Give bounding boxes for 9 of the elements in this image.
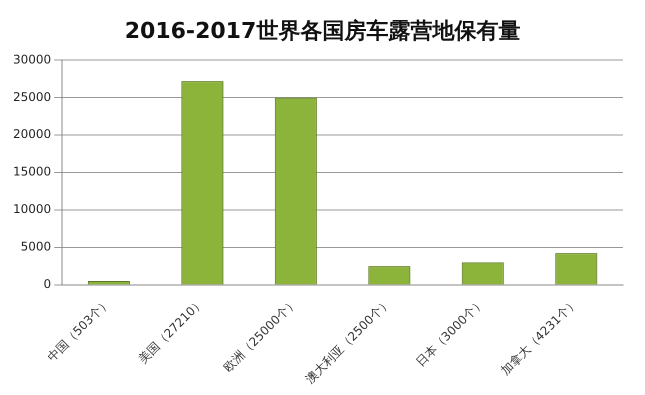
y-tick-label: 25000	[12, 90, 52, 104]
x-tick-label: 中国（503个）	[44, 295, 114, 364]
chart-title: 2016-2017世界各国房车露营地保有量	[124, 18, 522, 46]
y-tick-label: 10000	[12, 202, 52, 216]
y-tick-label: 5000	[20, 240, 52, 254]
y-tick-label: 30000	[12, 52, 52, 66]
y-tick-label: 15000	[12, 164, 52, 179]
y-tick-label: 0	[44, 276, 52, 291]
y-tick-label: 20000	[12, 127, 52, 142]
